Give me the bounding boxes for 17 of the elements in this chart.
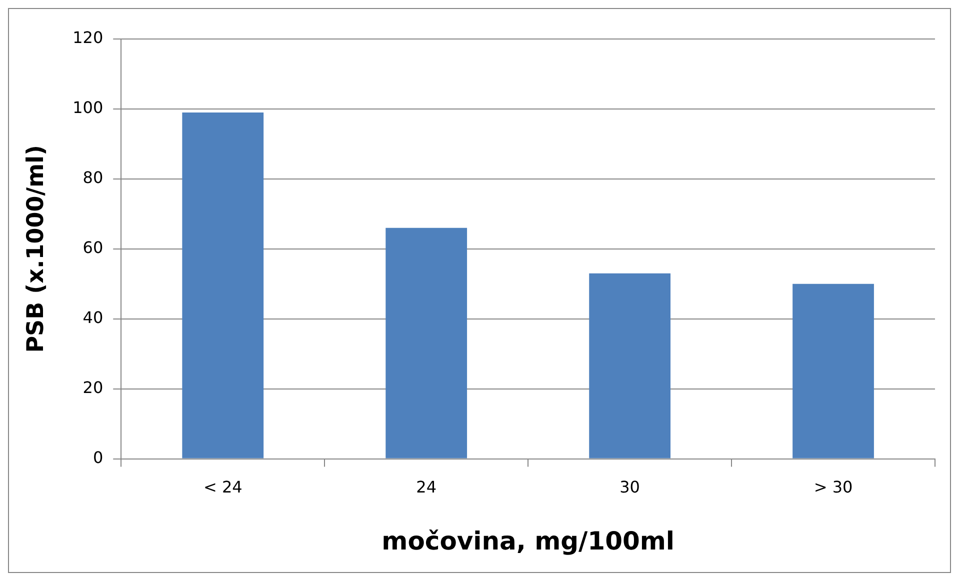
y-tick-label: 100	[72, 98, 104, 118]
y-tick-label: 40	[82, 308, 104, 328]
bar	[792, 284, 874, 458]
bar	[589, 273, 670, 458]
bar	[182, 112, 264, 458]
y-tick-label: 80	[82, 168, 104, 188]
x-tick-label: < 24	[203, 478, 242, 497]
y-tick-label: 20	[82, 378, 104, 397]
x-axis-title: močovina, mg/100ml	[382, 526, 674, 556]
x-tick-label: 24	[416, 478, 437, 497]
y-tick-label: 0	[92, 448, 104, 467]
x-tick-label: 30	[620, 478, 640, 497]
y-axis-title: PSB (x.1000/ml)	[22, 144, 49, 353]
y-tick-label: 60	[82, 238, 104, 258]
y-tick-label: 120	[72, 28, 104, 48]
bar	[386, 228, 468, 458]
x-tick-label: > 30	[814, 478, 853, 497]
